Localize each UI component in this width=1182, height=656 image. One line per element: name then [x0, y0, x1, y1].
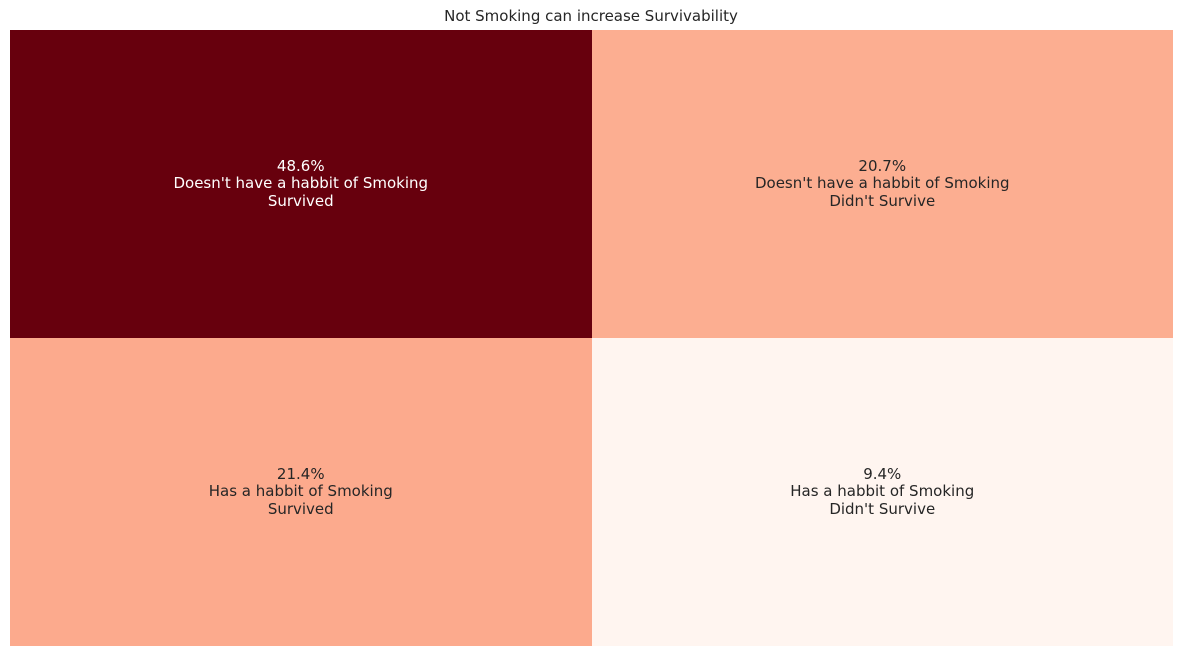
cell-row-label: Has a habbit of Smoking: [790, 482, 975, 501]
cell-data-label: 9.4% Has a habbit of Smoking Didn't Surviv…: [790, 464, 975, 519]
cell-value-label: 48.6%: [276, 156, 325, 175]
cell-column-label: Survived: [267, 499, 334, 518]
cell-row-label: Has a habbit of Smoking: [208, 482, 393, 501]
cell-data-label: 48.6% Doesn't have a habbit of Smoking Sur…: [173, 156, 429, 211]
cell-row-label: Doesn't have a habbit of Smoking: [754, 174, 1010, 193]
cell-value-label: 21.4%: [276, 464, 325, 483]
cell-column-label: Didn't Survive: [829, 191, 936, 210]
heatmap-cell: 48.6% Doesn't have a habbit of Smoking Sur…: [10, 30, 592, 338]
cell-data-label: 21.4% Has a habbit of Smoking Survived: [208, 464, 393, 519]
cell-data-label: 20.7% Doesn't have a habbit of Smoking Did…: [754, 156, 1010, 211]
heatmap-cell: 21.4% Has a habbit of Smoking Survived: [10, 338, 592, 646]
heatmap-cell: 20.7% Doesn't have a habbit of Smoking Did…: [591, 30, 1173, 338]
cell-value-label: 9.4%: [863, 464, 902, 483]
cell-column-label: Survived: [267, 191, 334, 210]
cell-column-label: Didn't Survive: [829, 499, 936, 518]
cell-row-label: Doesn't have a habbit of Smoking: [173, 174, 429, 193]
heatmap-cell: 9.4% Has a habbit of Smoking Didn't Surviv…: [591, 338, 1173, 646]
chart-title: Not Smoking can increase Survivability: [444, 7, 738, 25]
cell-value-label: 20.7%: [858, 156, 907, 175]
